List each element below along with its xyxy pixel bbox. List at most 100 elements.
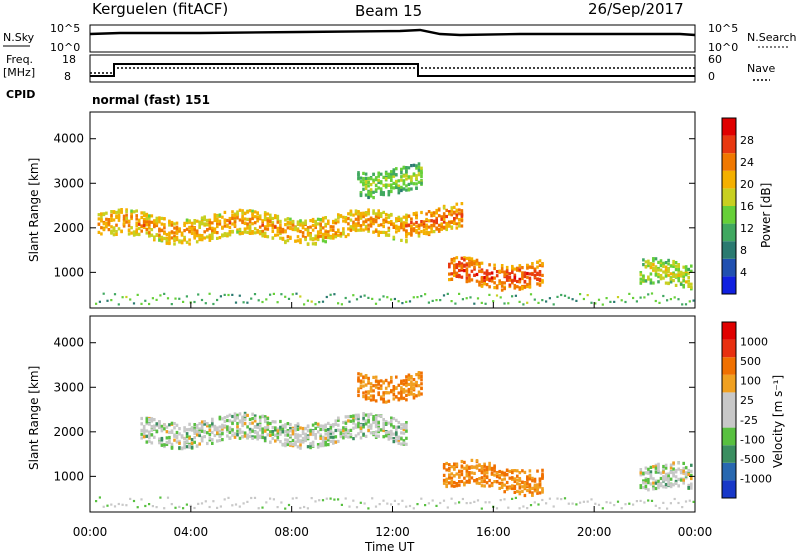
power-cell [387,183,391,187]
power-cell [274,225,277,229]
velocity-cell [148,432,151,436]
velocity-cell [601,507,604,510]
power-cell [364,224,368,228]
power-cell [371,297,374,300]
power-cell [281,230,285,234]
power-cell [342,219,345,223]
velocity-cell [357,376,360,380]
power-cell [692,299,695,302]
velocity-cell [203,435,206,439]
velocity-colorbar-swatch [722,410,736,428]
velocity-cell [243,431,247,435]
power-cell [261,232,264,236]
power-cell [635,300,638,303]
velocity-cell [261,414,264,418]
power-cell [311,228,315,232]
power-cell [478,283,481,287]
power-cell [284,223,287,227]
velocity-cell [233,412,237,416]
power-cell [208,238,212,242]
power-cell [271,221,275,225]
velocity-cell [253,430,257,434]
power-cell [248,224,252,228]
power-cell [137,218,141,222]
velocity-cell [276,435,280,440]
power-cell [567,296,570,299]
power-cell [246,226,249,230]
velocity-cell [332,435,335,439]
velocity-cell [113,505,117,508]
velocity-ytick-label: 4000 [53,336,84,350]
velocity-cell [476,499,480,502]
velocity-cell [374,430,378,434]
power-cell [463,263,466,267]
velocity-cell [337,423,340,427]
power-cell [390,189,393,194]
cpid-label: CPID [6,88,35,101]
power-cell [299,295,302,298]
velocity-colorbar-swatch [722,374,736,393]
power-cell [405,213,408,217]
power-cell [679,282,683,286]
power-cell [233,220,237,224]
velocity-cell [669,485,673,489]
power-cell [402,165,406,169]
power-cell [238,227,242,231]
power-cell [379,172,383,176]
power-cell [180,240,184,245]
velocity-cell [682,469,685,473]
power-cell [432,219,436,223]
power-cell [390,212,393,217]
velocity-cell [374,415,378,419]
power-cell [190,221,194,225]
velocity-cell [193,440,196,444]
power-cell [193,221,196,225]
power-cell [666,299,669,302]
power-cell [465,276,469,280]
power-cell [155,219,159,223]
velocity-cell [233,415,237,419]
power-cell [674,261,678,265]
power-cell [420,295,423,298]
power-cell [384,175,388,179]
velocity-cell [342,429,345,433]
power-cell [359,224,363,228]
power-cell [155,223,159,228]
power-cell [263,225,267,229]
velocity-cell [518,479,522,483]
velocity-cell [410,382,413,386]
velocity-cell [644,486,648,490]
velocity-cell [518,507,521,510]
velocity-cell [485,475,489,480]
velocity-cell [654,466,658,470]
velocity-cell [337,416,340,420]
power-cell [465,297,468,300]
power-cell [269,293,272,296]
velocity-cell [528,487,532,491]
power-cell [425,223,428,227]
power-cell [448,272,451,276]
power-cell [204,302,207,305]
power-cell [246,222,249,226]
velocity-cell [405,375,408,379]
power-cell [652,262,655,267]
velocity-cell [243,411,247,415]
power-cell [349,211,353,215]
power-cell [505,276,509,280]
power-cell [642,263,645,267]
velocity-cell [310,497,313,500]
power-cell [687,282,690,286]
power-cell [664,271,668,275]
power-cell [458,264,461,268]
velocity-cell [219,505,222,508]
power-cell [523,285,527,289]
power-cell [425,217,428,222]
power-cell [117,227,121,231]
power-cell [526,266,529,270]
power-cell [538,283,542,287]
velocity-cell [493,480,496,484]
velocity-cell [374,434,378,438]
power-cell [236,228,239,232]
power-cell [460,219,464,223]
power-cell [261,223,264,227]
